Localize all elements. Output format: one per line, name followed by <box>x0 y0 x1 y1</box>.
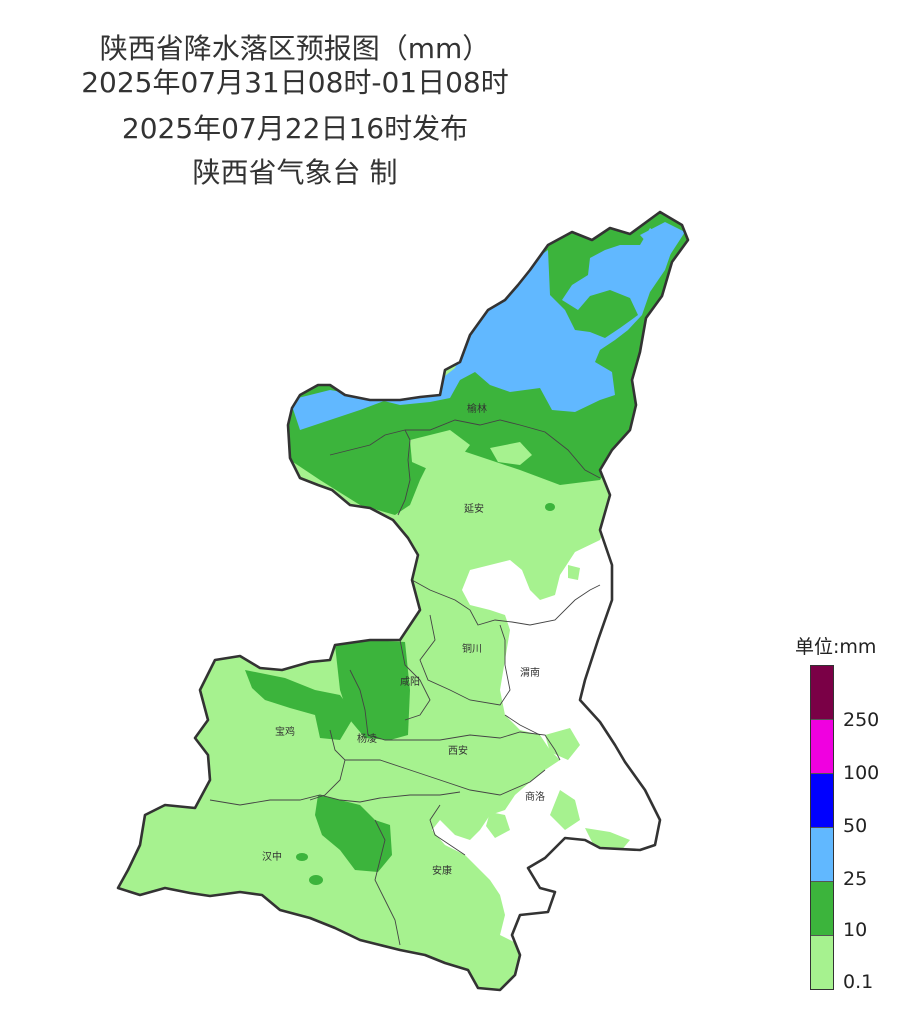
city-label-xianyang: 咸阳 <box>400 676 420 688</box>
city-label-yangling: 杨凌 <box>357 732 377 745</box>
legend-swatch-0p1-10 <box>811 936 833 989</box>
moderate-rain-spot-1 <box>296 853 308 861</box>
city-label-hanzhong: 汉中 <box>262 850 282 863</box>
light-rain-patch-ankang-east <box>486 812 510 838</box>
legend-threshold-100: 100 <box>843 762 880 784</box>
city-label-weinan: 渭南 <box>520 666 540 679</box>
legend-unit-label: 单位:mm <box>795 636 877 658</box>
moderate-rain-spot-3 <box>545 503 555 511</box>
legend-threshold-250: 250 <box>843 709 880 731</box>
light-rain-patch-weinan-2 <box>568 565 580 580</box>
legend-swatch-25-50 <box>811 828 833 882</box>
issuing-organization: 陕西省气象台 制 <box>192 156 398 189</box>
province-outline <box>116 210 690 992</box>
city-boundaries <box>209 419 601 946</box>
city-label-yanan: 延安 <box>464 502 484 515</box>
city-label-baoji: 宝鸡 <box>275 725 295 738</box>
city-label-shangluo: 商洛 <box>525 790 545 803</box>
city-label-xian: 西安 <box>448 744 468 757</box>
moderate-rain-spot-2 <box>309 875 323 885</box>
light-rain-patch-shangluo-1 <box>550 790 580 830</box>
legend-threshold-10: 10 <box>843 919 868 941</box>
light-rain-patch-weinan-1 <box>545 728 580 760</box>
legend-threshold-50: 50 <box>843 815 868 837</box>
moderate-rain-area-hanzhong <box>315 795 392 872</box>
legend-threshold-25: 25 <box>843 868 868 890</box>
moderate-rain-area-baoji <box>245 670 355 740</box>
city-label-yulin: 榆林 <box>467 402 487 415</box>
map-title: 陕西省降水落区预报图（mm） <box>99 32 491 65</box>
light-rain-patch-yanan-north <box>410 430 470 470</box>
heavy-rain-area-yulin <box>290 228 672 430</box>
map-title-block: 陕西省降水落区预报图（mm） 2025年07月31日08时-01日08时 202… <box>60 24 530 190</box>
legend-swatch-100-250 <box>811 720 833 774</box>
legend-swatch-250-plus <box>811 666 833 720</box>
legend-threshold-0p1: 0.1 <box>843 971 874 993</box>
legend-swatch-10-25 <box>811 882 833 936</box>
city-label-tongchuan: 铜川 <box>462 643 482 655</box>
legend-color-bar <box>810 665 834 990</box>
forecast-period: 2025年07月31日08时-01日08时 <box>81 66 509 99</box>
issue-time: 2025年07月22日16时发布 <box>121 112 469 145</box>
precipitation-legend: 单位:mm 250 100 50 25 10 0.1 <box>795 632 895 1002</box>
legend-swatch-50-100 <box>811 774 833 828</box>
heavy-rain-area-northeast <box>640 222 685 255</box>
light-rain-patch-yulin-south <box>490 442 532 465</box>
city-label-ankang: 安康 <box>432 864 452 877</box>
